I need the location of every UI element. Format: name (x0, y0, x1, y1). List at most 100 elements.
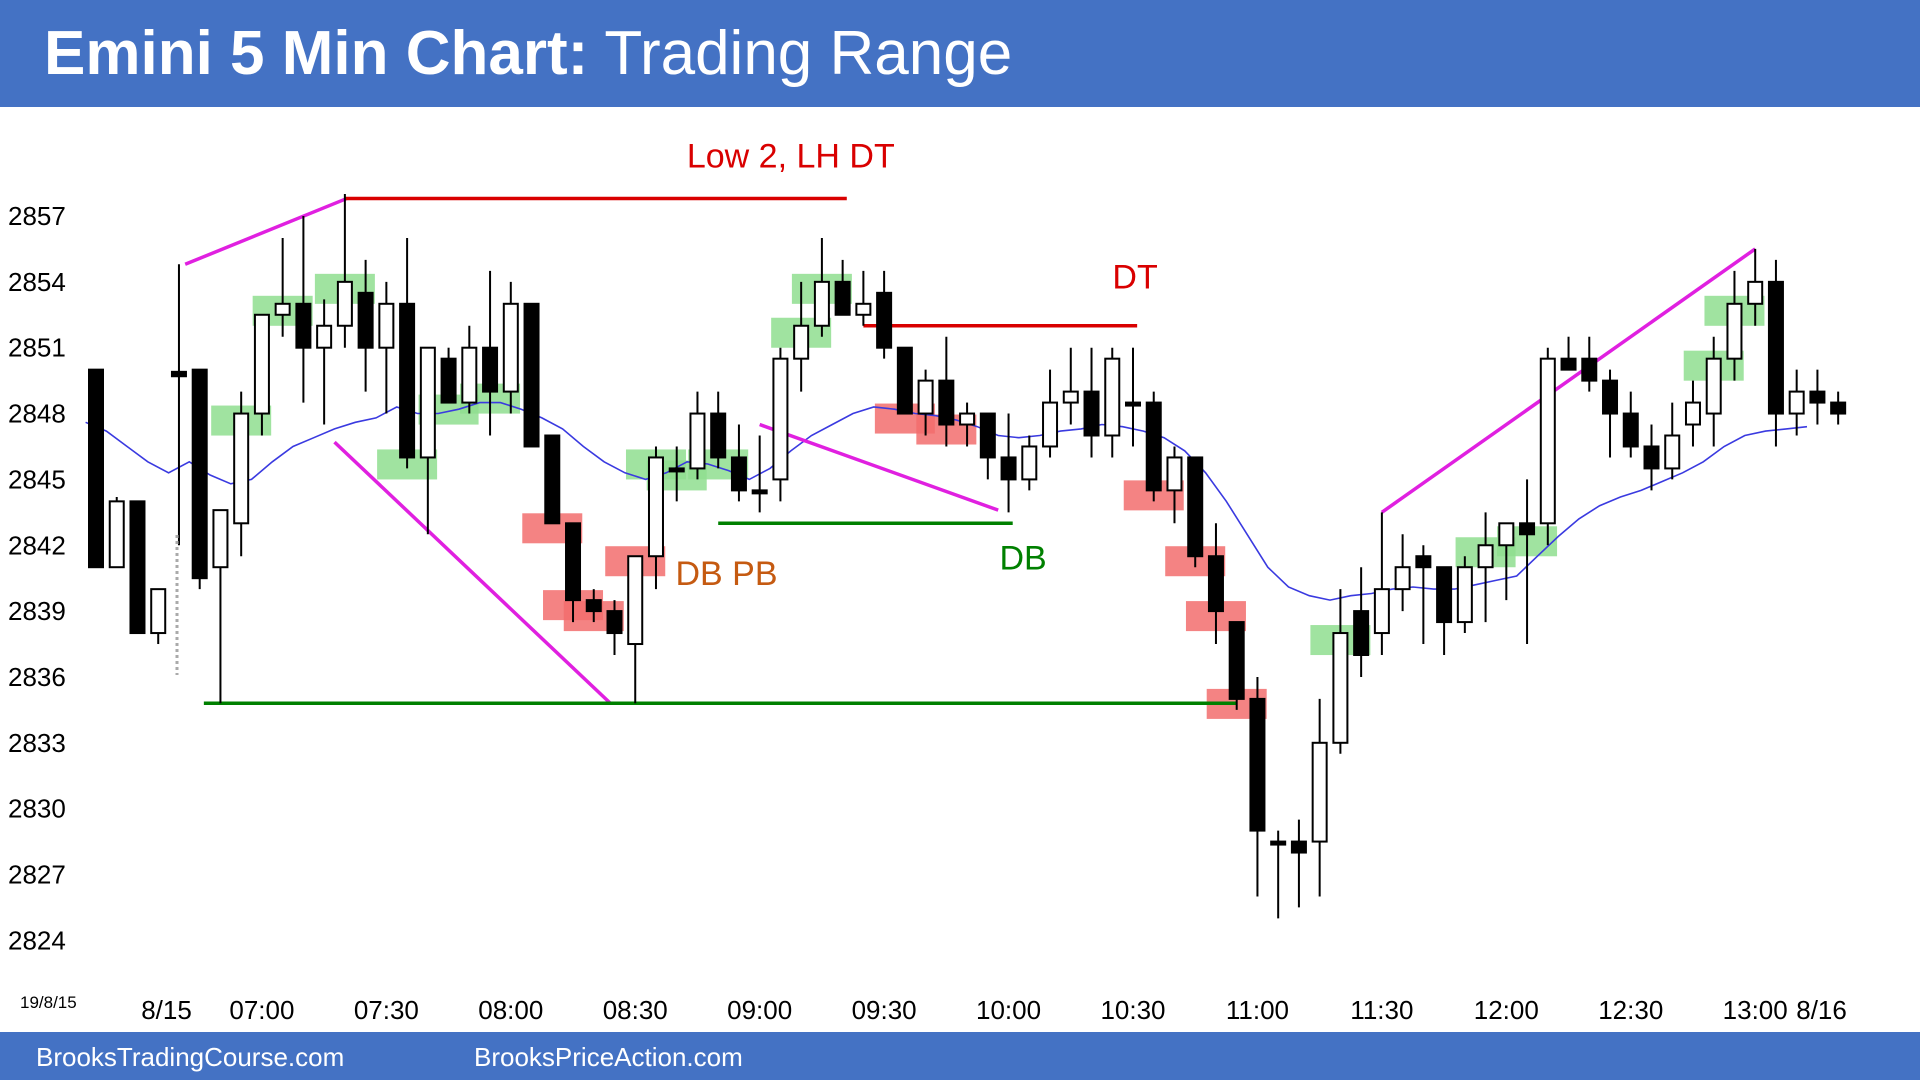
bull-candle-body (1373, 588, 1390, 635)
footer-link-course[interactable]: BrooksTradingCourse.com (36, 1042, 345, 1072)
bear-candle-body (1830, 401, 1847, 415)
candle (1104, 347, 1121, 458)
bear-candle-body (1519, 522, 1536, 536)
bear-candle-body (1353, 610, 1370, 657)
bear-candle-body (1249, 697, 1266, 832)
x-tick-label: 07:30 (354, 995, 419, 1025)
candle (336, 194, 353, 348)
candle (544, 434, 561, 525)
y-tick-label: 2848 (8, 399, 66, 429)
candle (523, 302, 540, 448)
candle (1207, 523, 1224, 645)
candle (1415, 545, 1432, 645)
bull-candle-body (274, 302, 291, 316)
y-tick-label: 2827 (8, 860, 66, 890)
bull-candle-body (959, 412, 976, 426)
candle (917, 369, 934, 436)
x-tick-label: 09:00 (727, 995, 792, 1025)
y-tick-label: 2839 (8, 596, 66, 626)
bear-candle-body (1767, 280, 1784, 415)
candle (855, 270, 872, 326)
bull-candle-body (1726, 302, 1743, 360)
bull-candle-body (1042, 401, 1059, 448)
candle (274, 237, 291, 337)
candle (1083, 347, 1100, 458)
annotation-label: DT (1112, 258, 1157, 296)
candle (1747, 248, 1764, 326)
candle (1062, 347, 1079, 425)
bear-candle-body (129, 500, 146, 635)
bull-candle-body (647, 456, 664, 558)
candle (1249, 676, 1266, 897)
bull-candle-body (689, 412, 706, 470)
annotations: Low 2, LH DT DT DB PB DB (675, 138, 1157, 593)
candle (1643, 424, 1660, 491)
y-tick-label: 2857 (8, 201, 66, 231)
candle (938, 336, 955, 447)
bear-candle-body (1270, 840, 1287, 846)
candle (399, 237, 416, 469)
candle (1456, 556, 1473, 634)
candle (1830, 391, 1847, 425)
candle (378, 281, 395, 414)
x-tick-label: 13:00 (1723, 995, 1788, 1025)
bear-candle-body (606, 610, 623, 635)
candle (1332, 589, 1349, 754)
candle (357, 259, 374, 392)
candle (876, 270, 893, 359)
bull-candle-body (316, 324, 333, 349)
candle (606, 600, 623, 655)
bear-candle-body (523, 302, 540, 448)
candle (1042, 369, 1059, 458)
bear-candle-body (1581, 357, 1598, 382)
magenta-line (759, 422, 999, 512)
footer-link-priceaction[interactable]: BrooksPriceAction.com (474, 1042, 743, 1072)
y-tick-label: 2830 (8, 794, 66, 824)
title-bold: Emini 5 Min Chart: (44, 19, 589, 88)
bull-candle-body (813, 280, 830, 327)
bull-candle-body (1166, 456, 1183, 492)
bull-candle-body (108, 500, 125, 569)
x-axis: 8/15 07:00 07:30 08:00 08:30 09:00 09:30 10:00 1… (141, 995, 1847, 1025)
bear-candle-body (1560, 357, 1577, 371)
bear-candle-body (482, 346, 499, 393)
candlestick-chart: 2824 2827 2830 2833 2836 2839 2842 2845 2848 2851… (8, 138, 1847, 1025)
title-rest: Trading Range (588, 19, 1013, 88)
bear-candle-body (876, 291, 893, 349)
x-tick-label: 12:00 (1474, 995, 1539, 1025)
bear-candle-body (710, 412, 727, 459)
y-tick-label: 2824 (8, 925, 66, 955)
candle (710, 391, 727, 469)
candle (1684, 380, 1701, 447)
bear-candle-body (1602, 379, 1619, 415)
bear-candle-body (565, 522, 582, 602)
bear-candle-body (544, 434, 561, 525)
candle (1767, 259, 1784, 447)
candle (1125, 347, 1141, 447)
x-tick-label: 8/15 (141, 995, 192, 1025)
candle (1726, 270, 1743, 381)
x-tick-label: 08:00 (478, 995, 543, 1025)
bull-candle-body (233, 412, 250, 525)
candle (212, 509, 229, 704)
candle (1498, 522, 1515, 601)
candle (253, 313, 270, 436)
bull-candle-body (1747, 280, 1764, 305)
bull-candle-body (1456, 566, 1473, 624)
bear-candle-body (834, 280, 851, 316)
bear-candle-body (1125, 401, 1141, 407)
candle (316, 299, 333, 425)
bear-candle-body (1622, 412, 1639, 448)
page-title: Emini 5 Min Chart: Trading Range (44, 18, 1012, 90)
candle (88, 368, 104, 569)
candle (1560, 336, 1577, 371)
candle (1519, 479, 1536, 645)
bull-candle-body (502, 302, 519, 393)
annotation-label: DB (999, 539, 1046, 577)
bear-candle-body (357, 291, 374, 349)
candle (191, 368, 208, 590)
candle (170, 264, 187, 546)
candle (834, 259, 851, 316)
candle (1477, 512, 1494, 623)
candle (295, 216, 312, 403)
